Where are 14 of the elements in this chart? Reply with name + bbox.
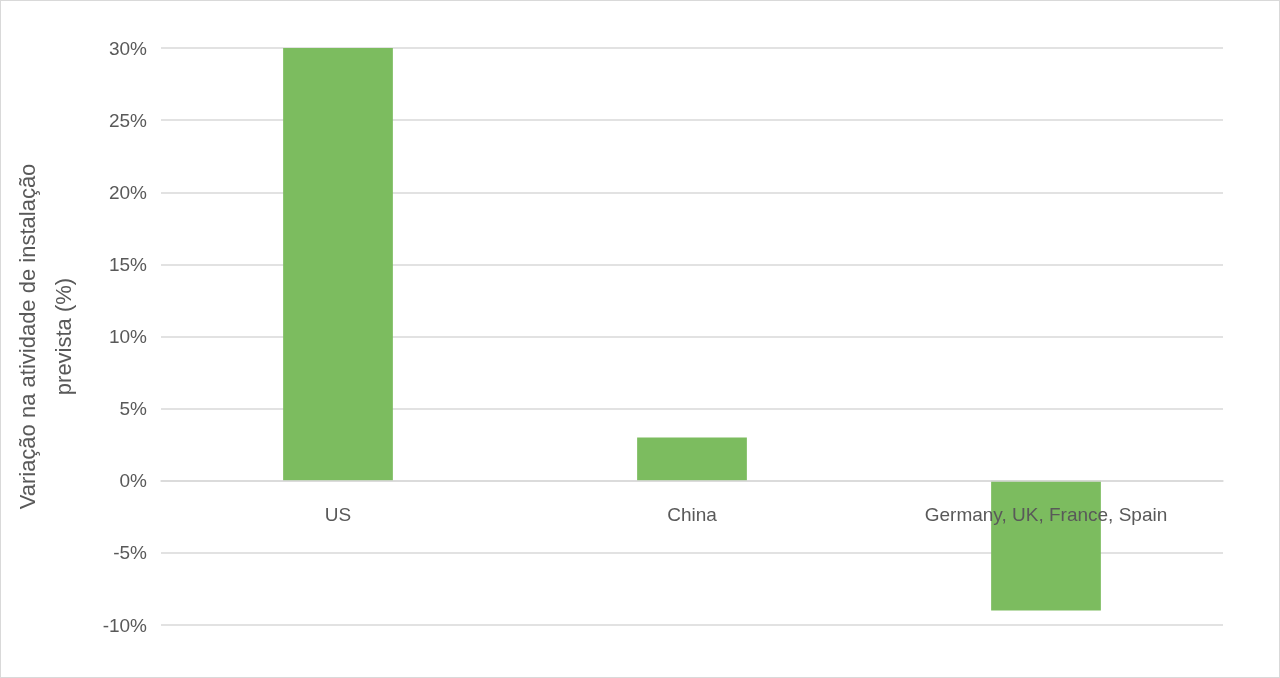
y-tick-label: 5% [119,398,148,420]
bar [637,437,747,481]
y-tick-label: 10% [108,326,148,347]
y-tick-label: -5% [113,542,148,564]
y-tick-label: 0% [119,470,148,492]
y-axis-title: Variação na atividade de instalação prevista (%) [14,163,76,510]
y-tick-label: 30% [108,37,148,59]
x-tick-label: US [324,503,352,525]
bar [283,48,393,481]
y-tick-label: 20% [108,181,148,203]
x-tick-label: China [667,503,718,525]
y-tick-label: 15% [108,253,148,275]
y-tick-label: -10% [102,614,148,636]
y-tick-label: 25% [108,109,148,131]
